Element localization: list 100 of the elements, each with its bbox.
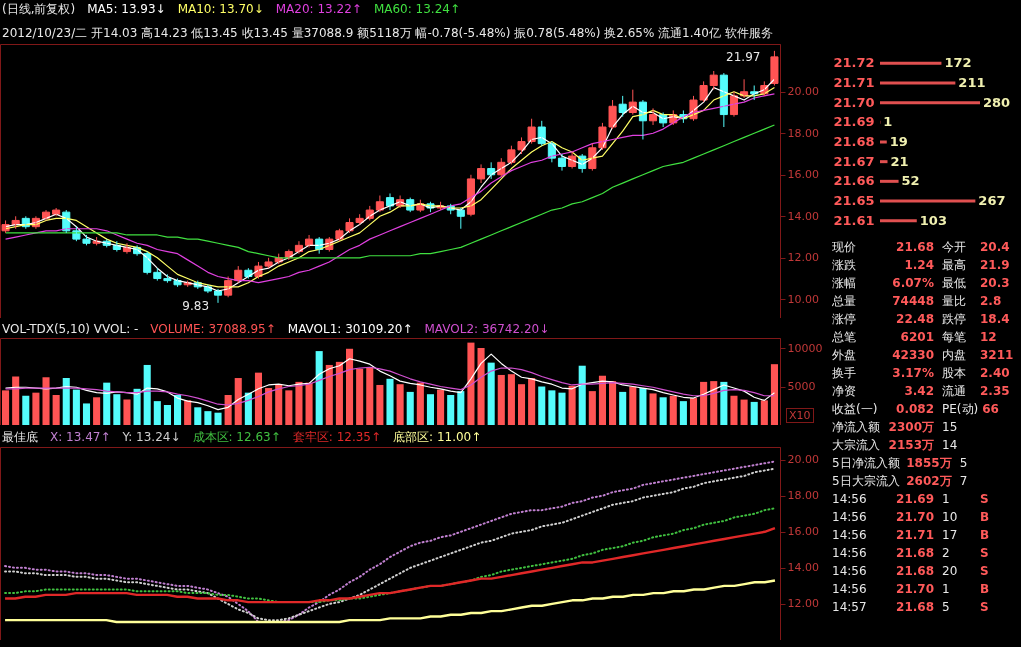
bar [880,160,888,164]
text: 套牢区: 12.35↑ [292,430,382,444]
bar [113,394,121,425]
data-label: 103 [919,212,947,228]
y-tick-label: 20.00 [787,453,819,467]
text: 14:56 21.71 17 B [832,528,990,542]
bar [285,390,293,425]
text: 大宗流入 2153万 14 [832,437,959,454]
y-tick-label: 5000 [787,380,816,393]
bar [568,385,576,425]
y-tick-label: 12.00 [787,251,819,265]
text: 5日净流入额 1855万 5 [832,455,969,472]
y-tick-label: 18.00 [787,126,819,140]
text: 总量 74448 量比 2.8 [832,294,1002,308]
text: 外盘 42330 内盘 3211 [832,348,1014,362]
bar [477,348,485,425]
bar [52,394,60,425]
bar [880,199,976,203]
text: MA5: 13.93↓ [87,2,166,16]
text: 14:56 21.69 1 S [832,492,989,506]
bar [760,400,768,425]
bar [720,381,728,425]
text: MA20: 13.22↑ [275,2,362,16]
bar [588,391,596,425]
y-tick-label: 10000 [787,341,823,355]
text: 14:57 21.68 5 S [832,600,989,614]
bar [244,392,252,425]
bar [710,381,718,425]
bar [345,348,354,425]
text: MAVOL1: 30109.20↑ [287,322,413,336]
text: 收益(一) 0.082 PE(动) 66 [832,402,999,416]
bar [639,388,647,425]
chart-subtitle: 2012/10/23/二 开14.03 高14.23 低13.45 收13.45 量37088.9 额5118万 幅-0.78(-5.48%) 振0.78(5.48%) 换2.65% 流通1.40亿 软件服务 [2,26,773,40]
bar [254,372,263,425]
bar [558,392,566,425]
y-tick-label: 21.61 [833,212,875,228]
bar [153,401,161,425]
text: 净资 3.42 流通 2.35 [832,384,1010,398]
bar [366,367,374,425]
bar [457,391,465,425]
y-tick-label: 21.70 [833,94,875,110]
bar [750,401,758,425]
text: VOLUME: 37088.95↑ [150,322,276,336]
bar [295,381,303,425]
text: 成本区: 12.63↑ [192,430,281,444]
bar [689,398,698,425]
bar [770,364,778,425]
data-label: 267 [978,192,1006,208]
text: Y: 13.24↓ [122,430,181,444]
y-tick-label: 20.00 [787,85,819,99]
data-label: 21 [890,153,909,169]
text: 5日大宗流入 2602万 7 [832,473,969,490]
bar [184,400,192,425]
y-tick-label: 21.69 [833,114,875,130]
bar [12,376,20,425]
text: 净流入额 2300万 15 [832,419,959,436]
text: 涨幅 6.07% 最低 20.3 [832,276,1010,290]
bar [396,384,404,425]
data-label: 280 [983,94,1011,110]
bar [437,389,445,425]
text: 涨停 22.48 跌停 18.4 [832,312,1010,326]
line-series [4,353,776,411]
bar [143,364,151,425]
y-tick-label: 21.72 [833,55,875,71]
bar [265,388,273,425]
data-label: 19 [889,134,908,149]
text: 现价 21.68 今开 20.4 [832,240,1010,254]
bar [609,381,617,425]
bar [880,81,956,85]
chart-title: 最佳底 [2,430,38,444]
line-series [4,366,776,406]
bar [740,399,748,425]
bar [700,381,708,425]
y-tick-label: 18.00 [787,489,819,503]
bar [619,391,627,425]
bar [2,390,10,425]
y-tick-label: 21.68 [833,134,875,149]
bar [416,382,424,425]
bar [538,386,546,425]
bar [467,342,475,425]
data-label: 1 [883,114,893,130]
bar [649,393,657,425]
bar [335,361,343,425]
bar [487,362,495,425]
bar [305,382,313,425]
bar [32,392,40,425]
annotation: 21.97 [726,49,761,64]
bar [315,351,323,425]
bar [679,401,687,425]
bar [497,374,505,425]
bar [730,395,738,425]
bar [548,390,556,425]
data-label: 211 [958,75,986,91]
line-series [3,526,777,604]
bar [880,61,942,65]
bar [22,395,30,425]
text: X: 13.47↑ [50,430,111,444]
bar [507,374,515,425]
bar [174,394,182,425]
y-tick-label: 16.00 [787,168,819,182]
